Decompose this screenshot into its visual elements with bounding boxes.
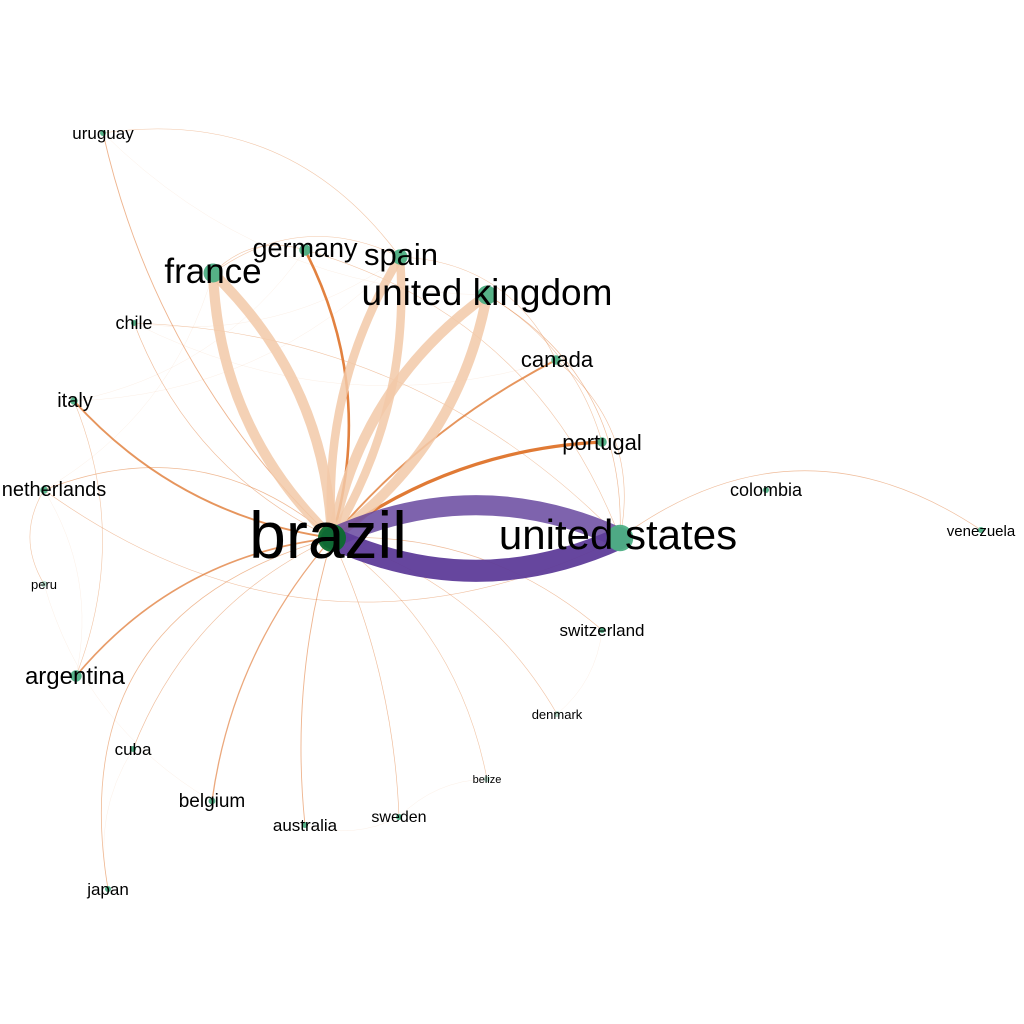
node-germany [299,244,311,256]
node-label-uruguay: uruguay [72,124,134,143]
edge-brazil-united-kingdom [326,289,493,544]
node-japan [105,886,111,892]
edge-france-germany [212,245,306,274]
edge-brazil-france [207,267,338,544]
edge-faint-chile-spain [133,256,401,328]
node-label-peru: peru [31,577,57,592]
edge-brazil-united-kingdom [326,289,493,544]
node-label-sweden: sweden [371,809,426,826]
node-label-belize: belize [473,774,502,786]
node-label-united-states: united states [499,511,737,558]
edge-brazil-united-states [321,527,631,582]
edge-brazil-chile [133,322,333,539]
edge-faint-australia-sweden [304,816,400,832]
edge-faint-netherlands-france [43,272,214,491]
edge-united-states-germany [304,249,621,539]
labels-layer: brazil united states united kingdom france s… [2,124,1016,899]
node-sweden [396,814,402,820]
node-label-venezuela: venezuela [947,523,1016,540]
edge-faint-argentina-netherlands [43,489,83,677]
node-label-australia: australia [273,816,338,835]
node-label-belgium: belgium [179,791,246,812]
node-denmark [554,711,560,717]
node-united-kingdom [477,285,497,305]
edge-uruguay-spain [102,128,401,258]
node-label-united-kingdom: united kingdom [362,272,613,313]
edge-brazil-italy [73,400,333,539]
edge-brazil-cuba [132,537,333,750]
edge-united-states-venezuela [619,470,982,539]
node-cuba [130,746,136,752]
node-label-denmark: denmark [532,707,583,722]
edges-layer [29,128,982,890]
edge-faint-uruguay-united-kingdom [102,132,488,296]
node-canada [551,355,561,365]
edge-brazil-united-states [322,495,630,548]
node-label-switzerland: switzerland [559,621,644,640]
nodes-layer [40,130,984,892]
node-netherlands [40,486,48,494]
node-argentina [70,670,82,682]
edge-brazil-australia [300,537,333,826]
edge-faint-denmark-switzerland [556,629,603,715]
edge-argentina-italy [73,400,103,677]
node-united-states [606,524,634,552]
edge-faint-italy-spain [73,256,401,402]
node-label-spain: spain [364,237,438,272]
node-peru [41,581,47,587]
node-label-chile: chile [115,313,152,333]
edge-netherlands-peru [29,489,45,585]
node-portugal [597,437,607,447]
node-australia [302,822,308,828]
edge-brazil-netherlands [43,467,333,539]
node-uruguay [100,130,106,136]
node-france [203,263,223,283]
node-italy [70,397,78,405]
node-brazil [318,524,346,552]
node-label-colombia: colombia [730,480,803,500]
node-label-argentina: argentina [25,663,126,690]
edge-united-states-united-kingdom [486,294,621,539]
node-label-france: france [164,252,261,291]
node-label-portugal: portugal [562,430,642,455]
node-spain [392,249,408,265]
edge-faint-italy-germany [73,249,306,402]
edge-brazil-switzerland [331,537,603,631]
node-label-brazil: brazil [249,498,407,572]
edge-brazil-belize [331,537,488,780]
edge-brazil-argentina [75,537,333,677]
node-label-germany: germany [252,233,358,263]
node-switzerland [599,627,605,633]
node-colombia [762,486,770,494]
node-belize [484,776,490,782]
edge-brazil-belgium [211,537,333,802]
edge-united-states-canada [555,359,625,539]
node-belgium [208,797,216,805]
node-label-canada: canada [521,347,594,372]
edge-spain-canada [399,256,557,361]
edge-faint-cuba-japan [103,748,134,890]
edge-brazil-france [207,267,338,544]
edge-faint-belize-sweden [398,778,488,818]
edge-france-spain [212,236,401,274]
node-venezuela [978,527,984,533]
node-label-japan: japan [86,880,129,899]
node-label-netherlands: netherlands [2,479,107,501]
node-label-cuba: cuba [115,740,152,759]
edge-faint-peru-belgium [43,583,213,802]
node-chile [131,320,137,326]
edge-brazil-sweden [331,537,400,818]
node-label-italy: italy [57,390,93,412]
edge-brazil-japan [100,537,333,890]
